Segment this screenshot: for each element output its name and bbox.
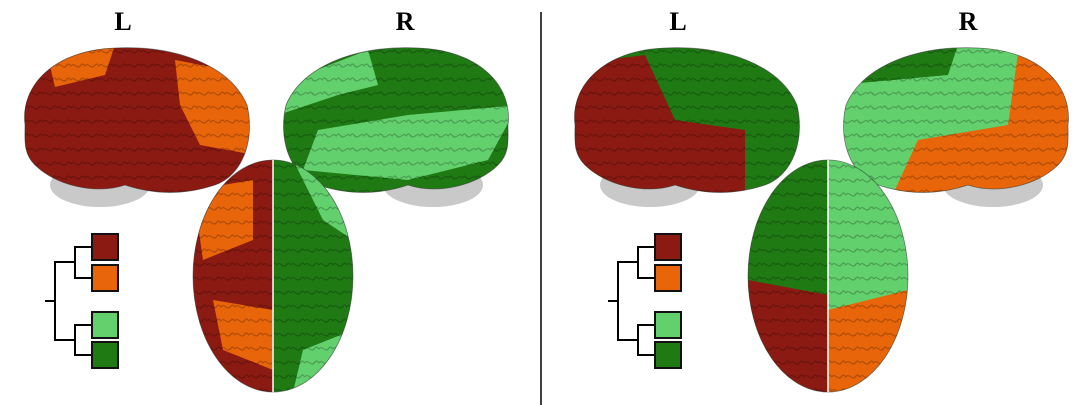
panel: L R [574,7,1069,393]
right-lateral-brain [843,47,1069,207]
right-label: R [959,7,978,36]
cluster-legend [608,233,682,369]
top-view-brain [192,159,354,393]
left-lateral-brain [24,47,250,207]
panel: L R [24,7,509,393]
left-label: L [114,7,131,36]
top-view-brain [747,159,909,393]
left-label: L [669,7,686,36]
left-lateral-brain [574,47,800,207]
right-label: R [396,7,415,36]
cluster-legend [45,233,119,369]
